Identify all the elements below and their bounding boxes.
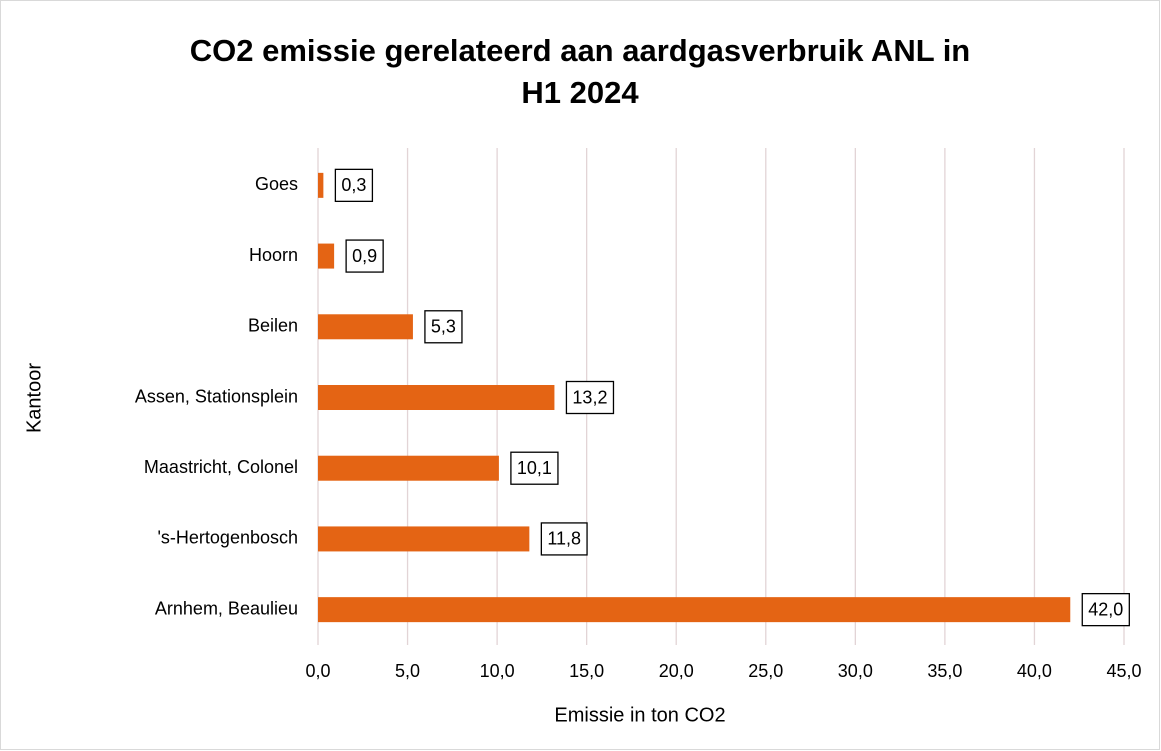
bar xyxy=(318,172,324,198)
x-axis-label: Emissie in ton CO2 xyxy=(554,704,725,726)
x-tick-label: 0,0 xyxy=(305,661,330,681)
value-label-box xyxy=(540,522,588,556)
bar xyxy=(318,455,499,481)
value-label: 13,2 xyxy=(572,387,607,407)
y-tick-label: Maastricht, Colonel xyxy=(144,457,298,477)
bar xyxy=(318,597,1071,623)
x-tick-label: 5,0 xyxy=(395,661,420,681)
value-label-box xyxy=(565,380,615,415)
value-label: 0,3 xyxy=(341,175,366,195)
bar xyxy=(318,526,530,552)
value-label-box xyxy=(1081,592,1130,627)
value-label-box xyxy=(345,239,384,273)
x-tick-label: 15,0 xyxy=(569,661,604,681)
value-label: 0,9 xyxy=(352,246,377,266)
y-tick-label: Arnhem, Beaulieu xyxy=(155,598,298,618)
value-label: 5,3 xyxy=(431,317,456,337)
bar xyxy=(318,314,413,340)
y-axis-label: Kantoor xyxy=(23,363,45,433)
y-tick-label: Goes xyxy=(255,174,298,194)
x-tick-label: 20,0 xyxy=(659,661,694,681)
value-label: 11,8 xyxy=(547,529,581,549)
x-tick-label: 10,0 xyxy=(480,661,515,681)
y-tick-label: Beilen xyxy=(248,316,298,336)
value-label-box xyxy=(510,451,559,485)
y-tick-label: Hoorn xyxy=(249,245,298,265)
value-label-box xyxy=(334,168,374,203)
value-label-box xyxy=(424,310,463,344)
chart-title: CO2 emissie gerelateerd aan aardgasverbr… xyxy=(189,33,971,110)
y-tick-label: 's-Hertogenbosch xyxy=(157,528,298,548)
bar xyxy=(318,385,555,410)
x-tick-label: 35,0 xyxy=(927,661,962,681)
value-label: 42,0 xyxy=(1088,599,1123,619)
x-tick-label: 30,0 xyxy=(838,661,873,681)
value-label: 10,1 xyxy=(517,458,552,478)
x-tick-label: 45,0 xyxy=(1106,661,1141,681)
bar xyxy=(318,243,335,269)
x-tick-label: 40,0 xyxy=(1017,661,1052,681)
x-tick-label: 25,0 xyxy=(748,661,783,681)
y-tick-label: Assen, Stationsplein xyxy=(135,386,298,406)
